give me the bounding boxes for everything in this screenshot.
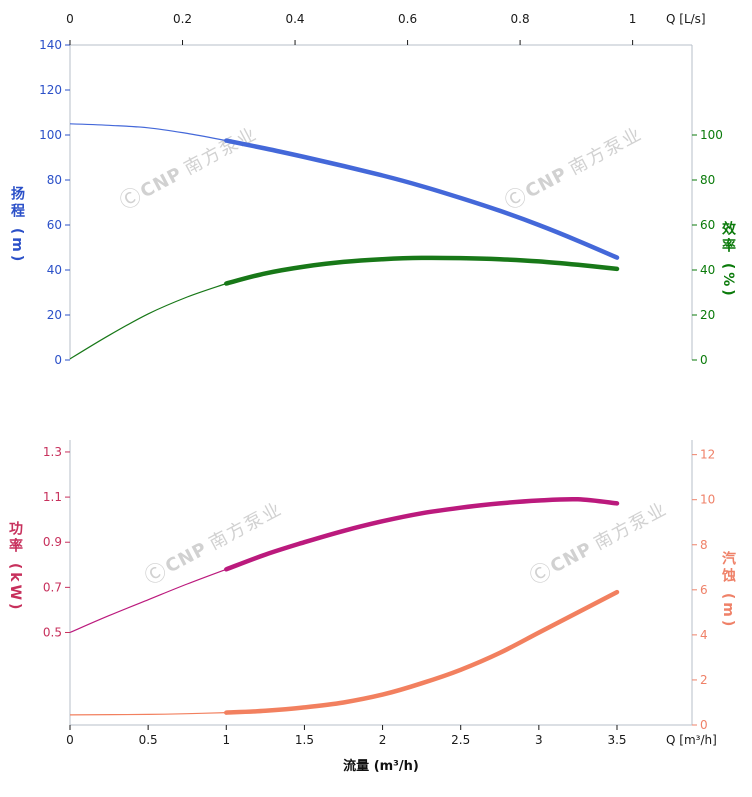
tick-label: 1 (629, 12, 637, 26)
tick-label: 2 (379, 733, 387, 747)
tick-label: 120 (39, 83, 62, 97)
tick-label: 40 (47, 263, 62, 277)
tick-label: 0.8 (511, 12, 530, 26)
tick-label: 0.9 (43, 535, 62, 549)
flow-axis-title: 流量 (m³/h) (343, 759, 419, 774)
bottom-plot: 0.5 0.7 0.9 1.1 1.3 0 2 4 6 8 10 12 0 0.5 1 1.5 2 2.5 3 3.5… (43, 440, 717, 747)
tick-label: 0.6 (398, 12, 417, 26)
tick-label: 2.5 (451, 733, 470, 747)
tick-label: 10 (700, 493, 715, 507)
npsh-curve-thin (69, 712, 227, 716)
tick-label: 0.4 (285, 12, 304, 26)
tick-label: 2 (700, 673, 708, 687)
tick-label: 0 (66, 733, 74, 747)
tick-label: 40 (700, 263, 715, 277)
tick-label: 20 (700, 308, 715, 322)
efficiency-curve (224, 255, 620, 286)
top-plot: 0 20 40 60 80 100 120 140 0 20 40 60 80 100 0 0.2 0.4 0.6… (39, 12, 723, 367)
tick-label: 1 (222, 733, 230, 747)
tick-label: 0 (700, 718, 708, 732)
tick-label: 100 (39, 128, 62, 142)
tick-label: 3 (535, 733, 543, 747)
tick-label: Q [m³/h] (666, 733, 717, 747)
tick-label: 80 (700, 173, 715, 187)
tick-label: 4 (700, 628, 708, 642)
tick-label: 1.5 (295, 733, 314, 747)
tick-label: 0.5 (43, 625, 62, 639)
efficiency-curve-thin (69, 282, 227, 360)
npsh-curve (224, 589, 620, 715)
efficiency-axis-title: 效率 (%) (720, 221, 736, 299)
tick-label: 12 (700, 448, 715, 462)
tick-label: Q [L/s] (666, 12, 706, 26)
tick-label: 0.2 (173, 12, 192, 26)
head-axis-title: 扬程 (m) (9, 186, 25, 265)
power-curve (224, 496, 620, 572)
tick-label: 20 (47, 308, 62, 322)
tick-label: 3.5 (607, 733, 626, 747)
tick-label: 100 (700, 128, 723, 142)
tick-label: 0 (700, 353, 708, 367)
tick-label: 6 (700, 583, 708, 597)
tick-label: 1.1 (43, 490, 62, 504)
tick-label: 0 (54, 353, 62, 367)
tick-label: 80 (47, 173, 62, 187)
power-axis-title: 功率 (kW) (7, 521, 23, 613)
head-curve (224, 138, 620, 260)
tick-label: 0 (66, 12, 74, 26)
head-curve-thin (69, 123, 227, 142)
tick-label: 60 (47, 218, 62, 232)
tick-label: 0.5 (139, 733, 158, 747)
tick-label: 0.7 (43, 580, 62, 594)
npsh-axis-title: 汽蚀 (m) (720, 551, 736, 630)
tick-label: 60 (700, 218, 715, 232)
tick-label: 8 (700, 538, 708, 552)
tick-label: 1.3 (43, 445, 62, 459)
tick-label: 140 (39, 38, 62, 52)
power-curve-thin (69, 568, 227, 634)
